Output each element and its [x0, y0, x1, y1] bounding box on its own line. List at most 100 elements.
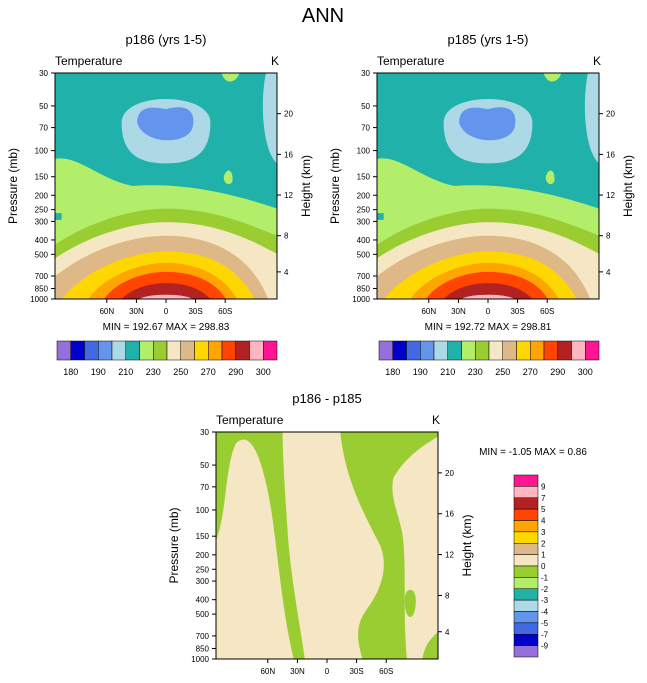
- height-tick-label: 8: [445, 591, 450, 600]
- height-tick-label: 8: [284, 232, 289, 241]
- pressure-tick-label: 70: [39, 124, 48, 133]
- contour-notch: [377, 213, 384, 220]
- colorbar-swatch: [513, 565, 539, 578]
- units-label: K: [432, 413, 440, 427]
- contour-island: [543, 73, 562, 82]
- colorbar-swatch: [125, 340, 140, 361]
- height-tick-label: 20: [284, 110, 293, 119]
- panel-1: p185 (yrs 1-5)Temperature K 30 50 70 100 150 20…: [328, 32, 635, 377]
- pressure-tick-label: 70: [200, 483, 209, 492]
- x-tick-label: 30N: [129, 307, 144, 316]
- colorbar-swatch: [513, 622, 539, 635]
- colorbar-swatch: [513, 588, 539, 601]
- x-tick-label: 0: [486, 307, 491, 316]
- colorbar-label: 190: [91, 367, 106, 377]
- colorbar-swatch: [513, 599, 539, 612]
- colorbar-label: -7: [541, 630, 549, 639]
- colorbar-swatch: [98, 340, 113, 361]
- x-tick-label: 0: [325, 667, 330, 676]
- contour-island: [545, 170, 555, 185]
- height-tick-label: 16: [445, 510, 454, 519]
- colorbar-label: 9: [541, 482, 546, 491]
- contour-band-210: [584, 73, 599, 164]
- colorbar-swatch: [194, 340, 209, 361]
- colorbar-swatch: [208, 340, 223, 361]
- pressure-tick-label: 500: [357, 250, 371, 259]
- units-label: K: [593, 54, 601, 68]
- contour-notch: [55, 213, 62, 220]
- pressure-tick-label: 700: [357, 272, 371, 281]
- colorbar-swatch: [502, 340, 517, 361]
- colorbar-swatch: [488, 340, 503, 361]
- pressure-tick-label: 850: [35, 285, 49, 294]
- y-axis-title: Pressure (mb): [328, 148, 342, 224]
- colorbar-swatch: [378, 340, 393, 361]
- colorbar-label: 3: [541, 528, 546, 537]
- x-tick-label: 30S: [510, 307, 524, 316]
- height-tick-label: 12: [284, 191, 293, 200]
- colorbar-swatch: [235, 340, 250, 361]
- contour-band-200: [137, 107, 194, 141]
- colorbar-label: 0: [541, 562, 546, 571]
- x-tick-label: 60N: [421, 307, 436, 316]
- pressure-tick-label: 250: [357, 206, 371, 215]
- colorbar-swatch: [513, 486, 539, 498]
- contour-band-300: [461, 294, 515, 299]
- x-tick-label: 60S: [218, 307, 232, 316]
- pressure-tick-label: 50: [361, 102, 370, 111]
- pressure-tick-label: 300: [357, 217, 371, 226]
- colorbar-swatch: [433, 340, 448, 361]
- colorbar-swatch: [571, 340, 586, 361]
- colorbar-label: 2: [541, 539, 546, 548]
- field-label: Temperature: [216, 413, 284, 427]
- pressure-tick-label: 200: [196, 551, 210, 560]
- colorbar-swatch: [513, 543, 539, 555]
- pressure-tick-label: 500: [196, 610, 210, 619]
- colorbar-label: 290: [228, 367, 243, 377]
- x-tick-label: 30N: [451, 307, 466, 316]
- y-axis-title: Pressure (mb): [6, 148, 20, 224]
- colorbar-swatch: [513, 554, 539, 567]
- height-tick-label: 20: [445, 469, 454, 478]
- colorbar-swatch: [263, 340, 278, 361]
- colorbar-swatch: [513, 577, 539, 589]
- stats-label: MIN = 192.72 MAX = 298.81: [425, 322, 552, 333]
- colorbar-label: 300: [578, 367, 593, 377]
- height-tick-label: 12: [445, 551, 454, 560]
- colorbar-swatch: [513, 645, 539, 658]
- colorbar-label: 290: [550, 367, 565, 377]
- colorbar-swatch: [513, 634, 539, 646]
- colorbar-label: -4: [541, 608, 549, 617]
- height-tick-label: 16: [606, 150, 615, 159]
- pressure-tick-label: 300: [196, 577, 210, 586]
- colorbar-label: 270: [201, 367, 216, 377]
- pressure-tick-label: 1000: [352, 295, 370, 304]
- pressure-tick-label: 400: [196, 596, 210, 605]
- units-label: K: [271, 54, 279, 68]
- colorbar-label: 1: [541, 551, 546, 560]
- pressure-tick-label: 150: [35, 173, 49, 182]
- y2-axis-title: Height (km): [460, 514, 474, 576]
- x-tick-label: 60S: [379, 667, 393, 676]
- colorbar-label: 7: [541, 494, 546, 503]
- colorbar-label: -5: [541, 619, 549, 628]
- colorbar-swatch: [513, 531, 539, 544]
- pressure-tick-label: 250: [196, 565, 210, 574]
- diff-band-pos: [282, 432, 384, 659]
- contour-island: [221, 73, 240, 82]
- colorbar-swatch: [461, 340, 476, 361]
- x-tick-label: 60N: [99, 307, 114, 316]
- pressure-tick-label: 30: [361, 69, 370, 78]
- contour-island: [223, 170, 233, 185]
- diff-island: [404, 589, 416, 618]
- pressure-tick-label: 100: [196, 506, 210, 515]
- colorbar-label: 180: [385, 367, 400, 377]
- y-axis-title: Pressure (mb): [167, 507, 181, 583]
- stats-label: MIN = 192.67 MAX = 298.83: [103, 322, 230, 333]
- height-tick-label: 4: [606, 268, 611, 277]
- colorbar-label: 250: [173, 367, 188, 377]
- colorbar-label: -9: [541, 642, 549, 651]
- colorbar-swatch: [513, 497, 539, 510]
